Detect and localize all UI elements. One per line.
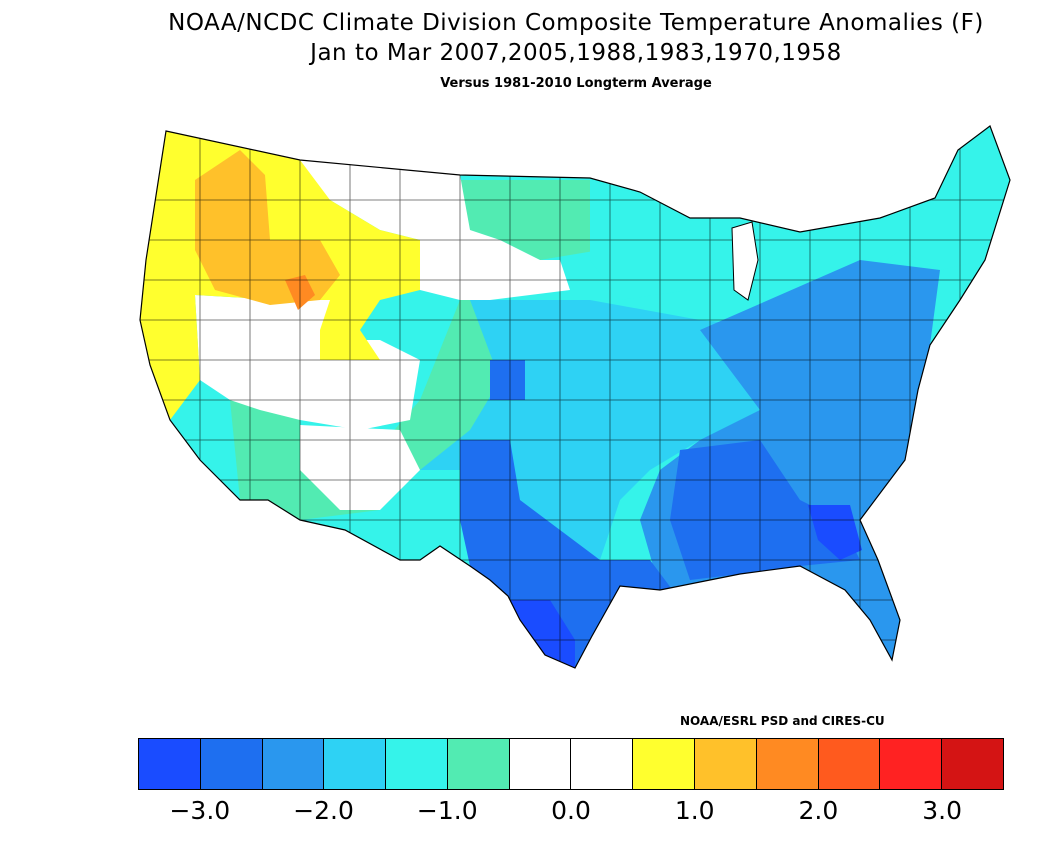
legend-swatch <box>323 738 386 790</box>
legend-swatch <box>446 738 509 790</box>
legend-swatch <box>508 738 571 790</box>
data-credit: NOAA/ESRL PSD and CIRES-CU <box>680 714 885 728</box>
division-boundaries <box>140 130 1010 668</box>
legend-tick-label: −3.0 <box>169 796 231 825</box>
legend-tick-label: 1.0 <box>674 796 715 825</box>
legend-swatch <box>941 738 1004 790</box>
legend-swatch <box>385 738 447 790</box>
legend-tick-label: 2.0 <box>798 796 839 825</box>
color-legend <box>138 738 1004 790</box>
lake-michigan <box>731 221 759 301</box>
legend-tick-label: 3.0 <box>922 796 963 825</box>
legend-swatch <box>570 738 633 790</box>
map-region <box>300 425 420 510</box>
legend-swatch <box>879 738 942 790</box>
us-outline <box>139 125 1011 669</box>
map-region <box>508 600 575 668</box>
map-region <box>195 295 420 430</box>
map-region <box>490 360 525 400</box>
map-region <box>230 300 520 520</box>
legend-tick-label: 0.0 <box>551 796 591 825</box>
map-title: NOAA/NCDC Climate Division Composite Tem… <box>168 10 984 36</box>
legend-swatch <box>138 738 200 790</box>
map-region <box>808 505 862 560</box>
map-region <box>300 160 570 300</box>
map-region <box>460 440 680 668</box>
legend-swatch <box>632 738 695 790</box>
map-region <box>670 440 860 580</box>
legend-swatch <box>694 738 756 790</box>
legend-swatch <box>261 738 324 790</box>
legend-swatch <box>755 738 818 790</box>
legend-tick-label: −2.0 <box>293 796 354 825</box>
legend-tick-label: −1.0 <box>416 796 478 825</box>
map-baseline-note: Versus 1981-2010 Longterm Average <box>440 76 712 91</box>
legend-swatch <box>817 738 880 790</box>
legend-swatch <box>199 738 262 790</box>
map-region <box>195 150 340 305</box>
map-region <box>590 126 1010 300</box>
map-subtitle: Jan to Mar 2007,2005,1988,1983,1970,1958 <box>310 40 842 66</box>
